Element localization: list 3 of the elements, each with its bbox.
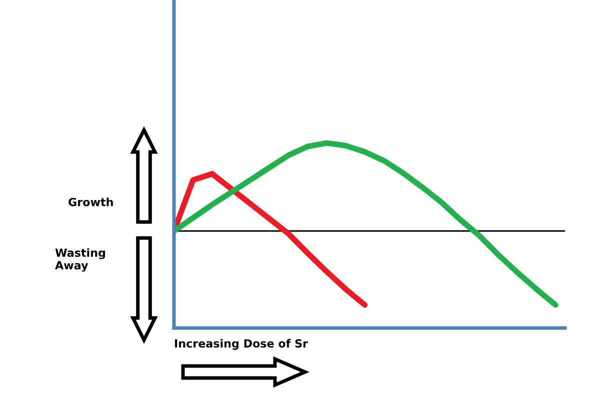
x-axis-title: Increasing Dose of Sr — [175, 339, 308, 350]
text: Wasting Away — [55, 248, 106, 272]
text: Growth — [68, 198, 113, 206]
